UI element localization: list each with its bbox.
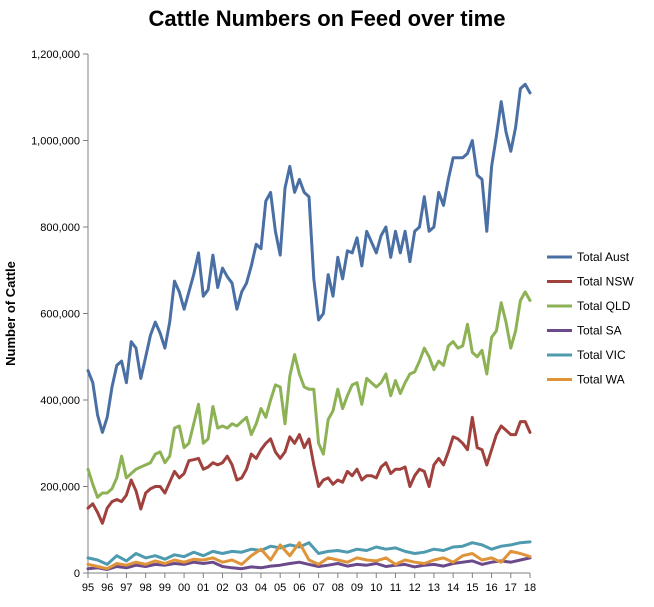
x-tick-label: 10 [370, 582, 382, 594]
chart-title: Cattle Numbers on Feed over time [148, 6, 506, 31]
x-tick-label: 04 [255, 582, 267, 594]
x-tick-label: 15 [466, 582, 478, 594]
x-tick-label: 12 [409, 582, 421, 594]
y-tick-label: 800,000 [40, 222, 80, 234]
legend-label-total-vic: Total VIC [577, 348, 626, 362]
x-tick-label: 11 [390, 582, 401, 594]
x-tick-label: 95 [82, 582, 94, 594]
series-line-total-vic [86, 540, 532, 566]
y-axis-title: Number of Cattle [3, 261, 18, 366]
x-tick-label: 99 [159, 582, 171, 594]
y-tick-label: 1,000,000 [31, 136, 80, 148]
x-tick-label: 01 [197, 582, 209, 594]
x-tick-label: 03 [236, 582, 248, 594]
x-tick-label: 09 [351, 582, 363, 594]
x-tick-label: 96 [101, 582, 113, 594]
x-tick-label: 08 [332, 582, 344, 594]
legend-label-total-nsw: Total NSW [577, 275, 634, 289]
legend-label-total-wa: Total WA [577, 373, 625, 387]
series-line-total-qld [86, 290, 532, 499]
series-line-total-wa [86, 541, 532, 571]
x-tick-label: 07 [312, 582, 324, 594]
legend-label-total-aust: Total Aust [577, 250, 630, 264]
legend-label-total-sa: Total SA [577, 324, 622, 338]
x-tick-label: 97 [120, 582, 132, 594]
x-tick-label: 18 [524, 582, 536, 594]
series-line-total-aust [86, 82, 532, 434]
series-line-total-sa [86, 556, 532, 571]
x-tick-label: 98 [140, 582, 152, 594]
x-tick-label: 05 [274, 582, 286, 594]
y-tick-label: 600,000 [40, 309, 80, 321]
y-tick-label: 400,000 [40, 395, 80, 407]
y-tick-label: 200,000 [40, 482, 80, 494]
legend-label-total-qld: Total QLD [577, 299, 631, 313]
x-tick-label: 16 [485, 582, 497, 594]
x-tick-label: 00 [178, 582, 190, 594]
y-tick-label: 0 [74, 568, 80, 580]
x-tick-label: 02 [216, 582, 228, 594]
y-tick-label: 1,200,000 [31, 49, 80, 61]
x-tick-label: 13 [428, 582, 440, 594]
x-tick-label: 06 [293, 582, 305, 594]
series-line-total-nsw [86, 415, 532, 525]
x-tick-label: 17 [505, 582, 517, 594]
x-tick-label: 14 [447, 582, 459, 594]
